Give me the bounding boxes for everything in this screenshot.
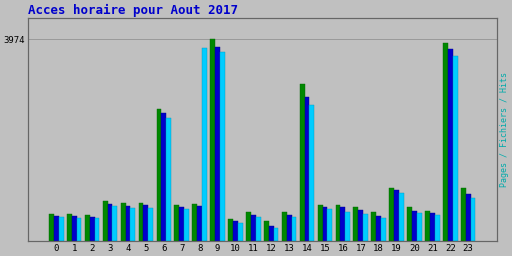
Bar <box>399 193 404 241</box>
Bar <box>371 212 376 241</box>
Bar <box>417 214 422 241</box>
Bar <box>54 216 59 241</box>
Bar <box>197 206 202 241</box>
Bar <box>448 49 453 241</box>
Bar <box>143 205 148 241</box>
Bar <box>131 208 135 241</box>
Bar <box>443 43 448 241</box>
Bar <box>264 221 269 241</box>
Bar <box>287 215 291 241</box>
Bar <box>228 219 233 241</box>
Bar <box>202 48 207 241</box>
Bar <box>49 214 54 241</box>
Bar <box>282 212 287 241</box>
Bar <box>389 188 394 241</box>
Bar <box>269 226 273 241</box>
Bar <box>300 84 305 241</box>
Bar <box>471 198 476 241</box>
Text: Acces horaire pour Aout 2017: Acces horaire pour Aout 2017 <box>28 4 238 17</box>
Bar <box>273 228 279 241</box>
Bar <box>453 56 458 241</box>
Bar <box>291 217 296 241</box>
Bar <box>103 201 108 241</box>
Bar <box>184 209 189 241</box>
Bar <box>340 207 345 241</box>
Bar <box>461 188 466 241</box>
Bar <box>233 221 238 241</box>
Bar <box>323 207 327 241</box>
Bar <box>108 204 113 241</box>
Bar <box>246 212 251 241</box>
Bar <box>381 218 386 241</box>
Bar <box>425 211 430 241</box>
Bar <box>175 205 179 241</box>
Bar <box>139 203 143 241</box>
Bar <box>59 217 63 241</box>
Bar <box>161 112 166 241</box>
Bar <box>407 207 412 241</box>
Bar <box>363 214 368 241</box>
Bar <box>335 205 340 241</box>
Bar <box>95 218 99 241</box>
Bar <box>85 215 90 241</box>
Bar <box>148 208 153 241</box>
Bar <box>327 209 332 241</box>
Bar <box>251 215 255 241</box>
Bar <box>210 39 215 241</box>
Bar <box>238 222 243 241</box>
Bar <box>166 118 171 241</box>
Bar <box>67 214 72 241</box>
Bar <box>412 211 417 241</box>
Bar <box>317 205 323 241</box>
Bar <box>90 217 95 241</box>
Bar <box>255 217 261 241</box>
Bar <box>121 203 125 241</box>
Bar <box>358 210 363 241</box>
Bar <box>215 47 220 241</box>
Bar <box>353 207 358 241</box>
Bar <box>376 216 381 241</box>
Bar <box>77 218 81 241</box>
Bar <box>394 190 399 241</box>
Bar <box>220 52 225 241</box>
Bar <box>193 204 197 241</box>
Bar <box>309 105 314 241</box>
Bar <box>157 109 161 241</box>
Bar <box>466 194 471 241</box>
Bar <box>345 212 350 241</box>
Bar <box>305 97 309 241</box>
Bar <box>179 207 184 241</box>
Bar <box>125 206 131 241</box>
Bar <box>430 214 435 241</box>
Bar <box>72 216 77 241</box>
Bar <box>435 215 440 241</box>
Bar <box>113 206 117 241</box>
Y-axis label: Pages / Fichiers / Hits: Pages / Fichiers / Hits <box>500 72 508 187</box>
